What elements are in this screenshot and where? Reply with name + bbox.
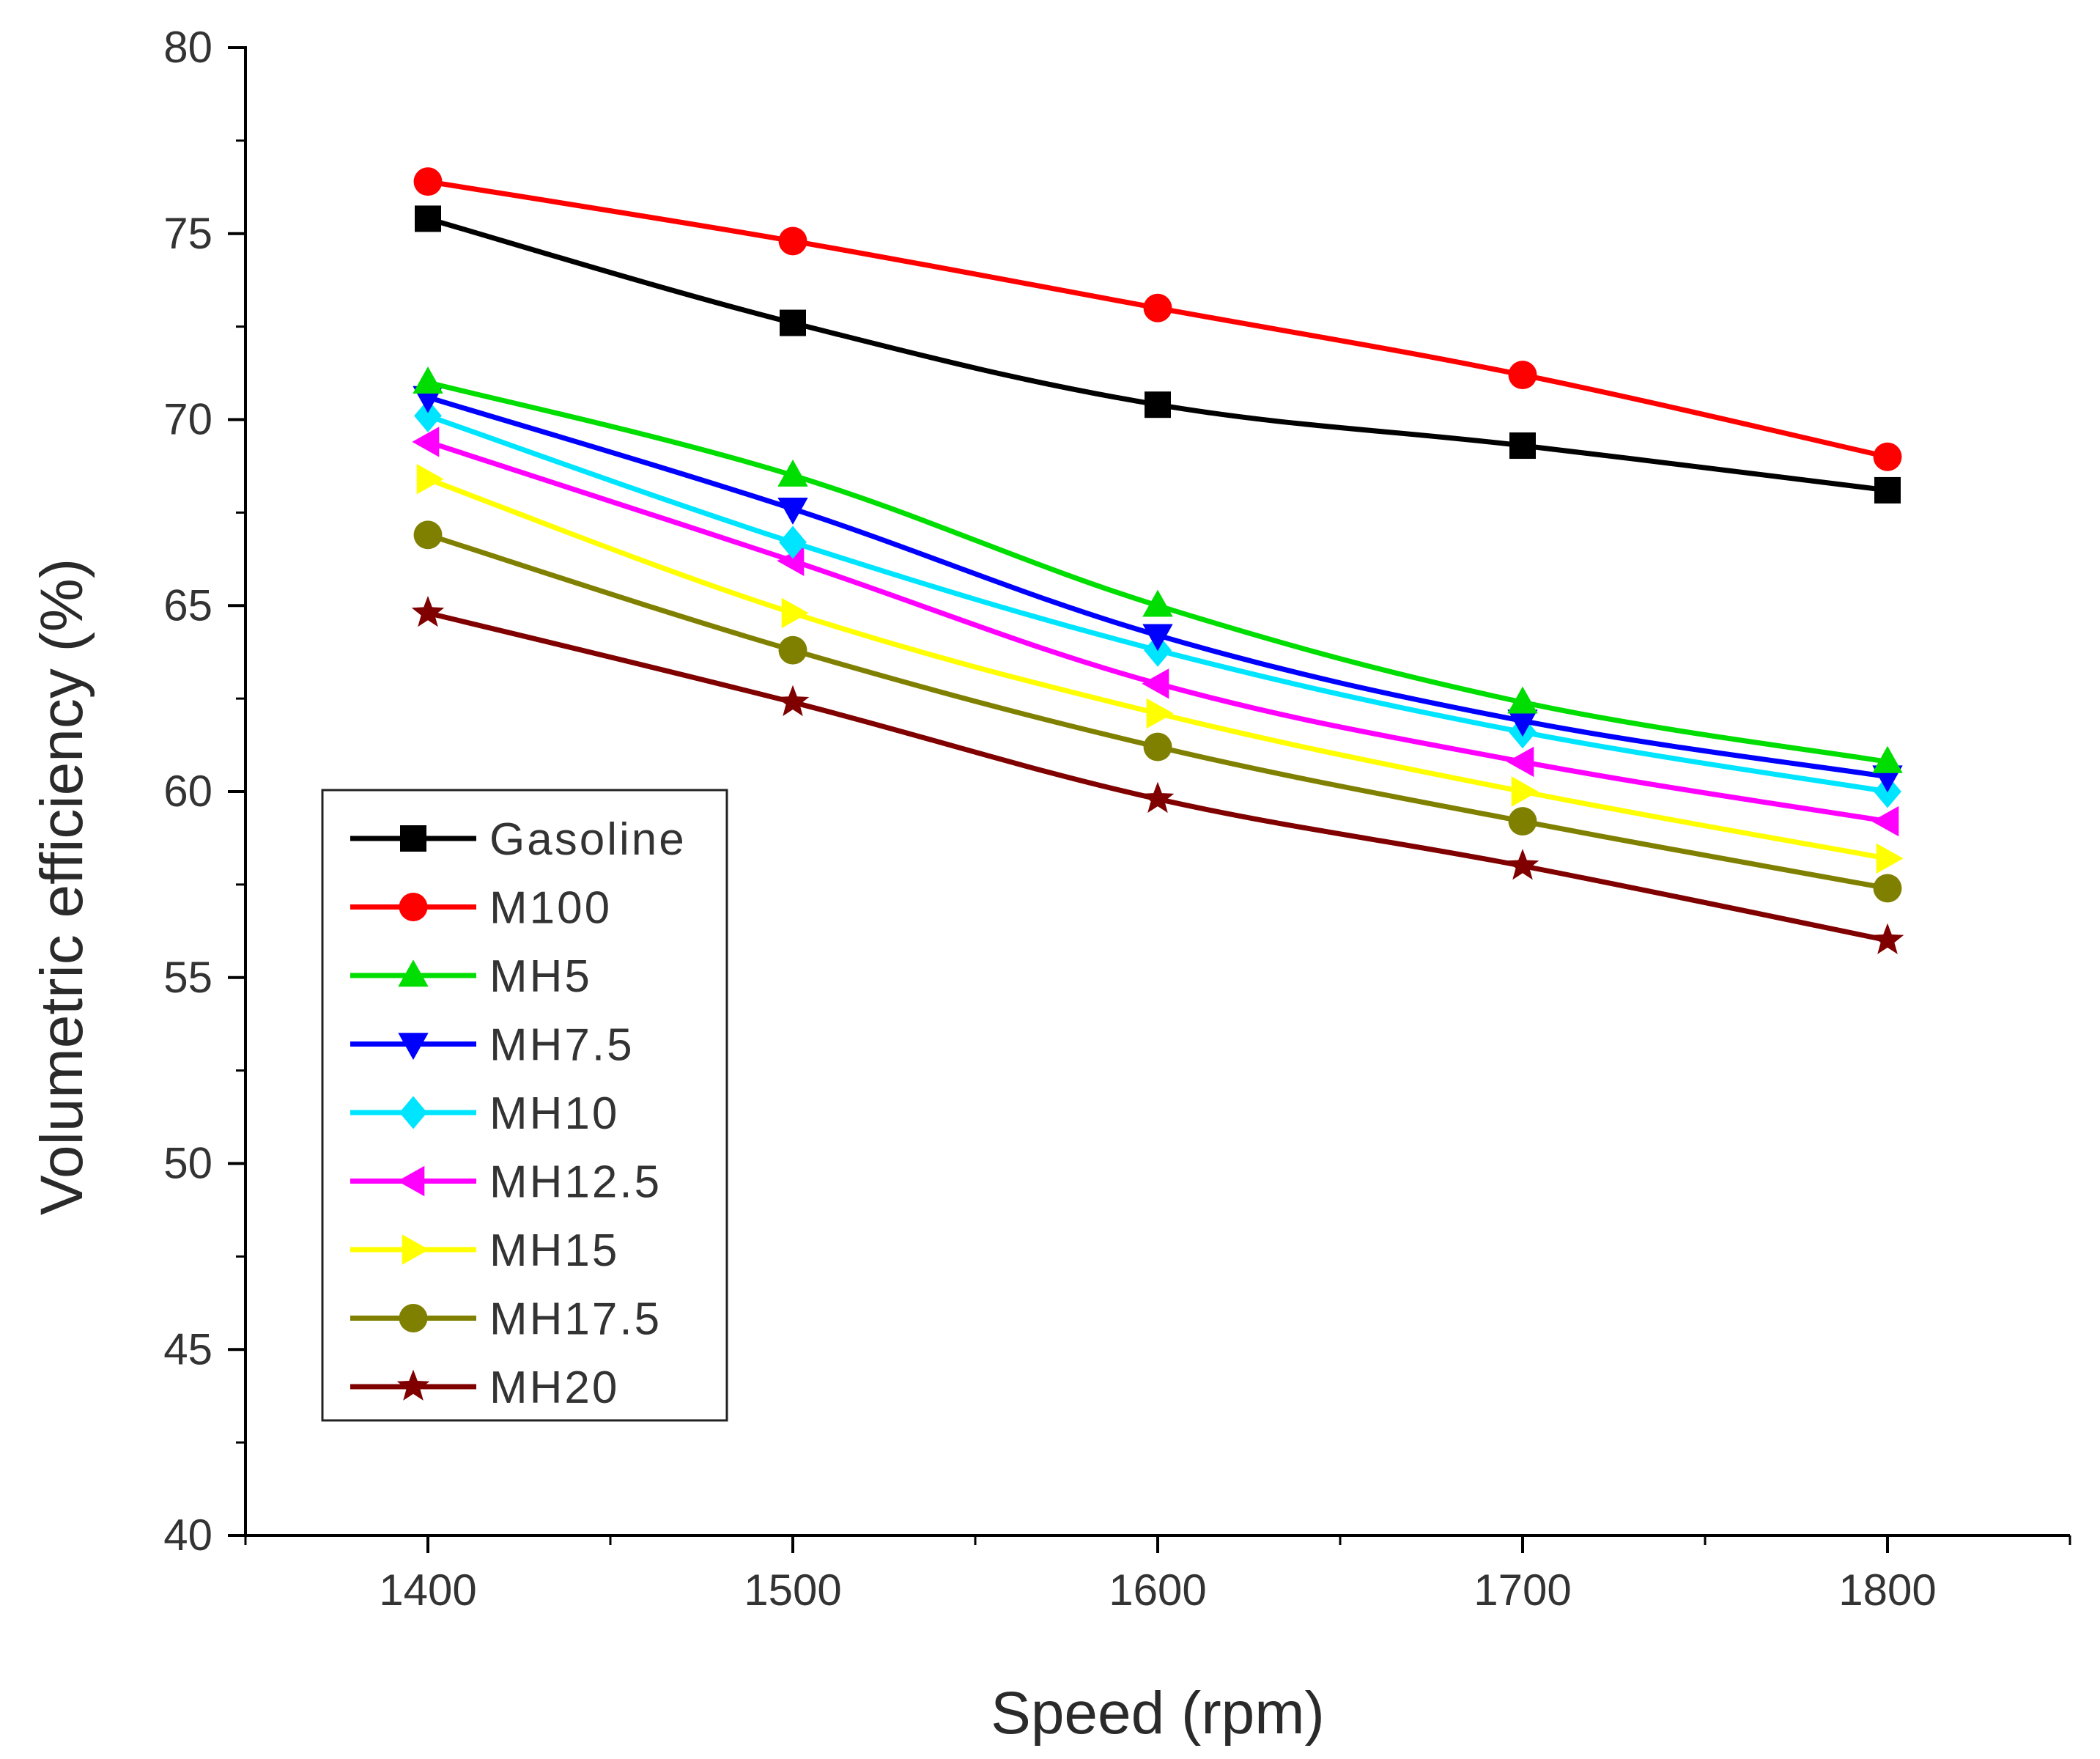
data-point-mh17-5 [1508, 807, 1537, 836]
series-mh15 [416, 464, 1904, 874]
data-point-gasoline [415, 205, 441, 232]
legend-label: MH10 [489, 1088, 619, 1139]
legend-label: MH17.5 [489, 1294, 662, 1345]
data-point-mh5 [413, 366, 443, 394]
data-point-mh5 [777, 460, 808, 487]
data-point-m100 [413, 167, 443, 196]
data-point-mh20 [1871, 923, 1904, 954]
legend-label: MH5 [489, 951, 592, 1002]
data-point-mh7-5 [1142, 624, 1173, 652]
data-point-m100 [1143, 293, 1172, 322]
data-point-mh7-5 [777, 498, 808, 525]
data-point-mh17-5 [413, 520, 443, 550]
data-point-mh17-5 [1143, 732, 1172, 762]
y-tick-label: 75 [163, 209, 212, 258]
legend-item-m100: M100 [350, 883, 612, 934]
legend-marker-mh12-5 [397, 1165, 425, 1197]
x-axis-title: Speed (rpm) [991, 1680, 1325, 1747]
legend-item-mh12-5: MH12.5 [350, 1157, 662, 1208]
data-point-mh17-5 [1873, 874, 1902, 903]
legend-item-mh7-5: MH7.5 [350, 1020, 635, 1071]
y-tick-label: 70 [163, 395, 212, 444]
legend-item-mh17-5: MH17.5 [350, 1294, 662, 1345]
legend-marker-m100 [399, 893, 428, 921]
legend-marker-mh15 [402, 1234, 429, 1265]
legend-label: M100 [489, 883, 612, 934]
data-point-mh12-5 [1142, 668, 1169, 699]
legend-label: MH12.5 [489, 1157, 662, 1208]
data-point-mh17-5 [778, 635, 807, 665]
y-tick-label: 50 [163, 1139, 212, 1188]
legend-item-mh20: MH20 [350, 1362, 619, 1413]
data-point-mh5 [1142, 589, 1173, 617]
series-m100 [413, 167, 1902, 471]
data-point-mh5 [1507, 686, 1538, 714]
data-point-m100 [778, 226, 807, 256]
y-tick-label: 80 [163, 23, 212, 72]
legend-box [321, 789, 728, 1422]
legend-item-mh10: MH10 [350, 1088, 619, 1139]
y-tick-label: 45 [163, 1324, 212, 1373]
data-point-mh15 [416, 464, 444, 495]
data-point-mh10 [779, 526, 807, 559]
data-point-mh20 [1141, 781, 1175, 814]
data-point-mh20 [411, 596, 445, 627]
series-line-gasoline [425, 215, 1890, 493]
data-point-mh15 [1146, 698, 1174, 729]
legend-marker-mh5 [398, 959, 429, 987]
data-point-mh15 [1876, 843, 1904, 874]
data-point-m100 [1873, 442, 1902, 471]
y-tick-label: 60 [163, 767, 212, 816]
data-point-gasoline [1874, 476, 1901, 504]
y-axis-title: Volumetric efficiency (%) [29, 558, 95, 1215]
x-tick-label: 1500 [744, 1566, 841, 1615]
y-tick-label: 55 [163, 953, 212, 1002]
series-mh5 [413, 366, 1903, 773]
legend-marker-mh20 [396, 1369, 430, 1401]
y-tick-label: 65 [163, 580, 212, 630]
legend: Gasoline M100 MH5 MH7.5 MH10 MH12.5 MH15 MH17.5… [321, 789, 728, 1422]
x-tick-label: 1400 [379, 1566, 476, 1615]
x-tick-label: 1800 [1838, 1566, 1936, 1615]
data-point-m100 [1508, 361, 1537, 390]
data-point-gasoline [1145, 391, 1171, 418]
data-point-gasoline [1509, 432, 1536, 460]
x-tick-label: 1700 [1474, 1566, 1571, 1615]
series-mh20 [411, 596, 1904, 954]
data-point-mh12-5 [412, 427, 440, 457]
legend-marker-mh7-5 [398, 1033, 429, 1061]
x-tick-label: 1600 [1109, 1566, 1206, 1615]
data-point-mh15 [1511, 776, 1539, 807]
legend-item-mh5: MH5 [350, 951, 592, 1002]
legend-marker-mh10 [399, 1096, 427, 1129]
legend-item-mh15: MH15 [350, 1225, 619, 1276]
data-point-gasoline [780, 309, 806, 336]
legend-label: MH7.5 [489, 1020, 635, 1071]
axes: 40 45 50 55 60 65 70 75 80 1400 1500 1600 1700 1800 [163, 23, 2071, 1615]
data-point-mh12-5 [1506, 746, 1534, 778]
series-layer [411, 167, 1904, 954]
series-gasoline [415, 205, 1901, 504]
legend-item-gasoline: Gasoline [350, 814, 687, 865]
legend-marker-mh17-5 [399, 1304, 428, 1332]
legend-label: MH20 [489, 1362, 619, 1413]
data-point-mh5 [1872, 745, 1903, 773]
series-mh17-5 [413, 520, 1902, 903]
series-mh12-5 [412, 427, 1899, 837]
data-point-mh15 [781, 597, 809, 629]
legend-label: MH15 [489, 1225, 619, 1276]
data-point-mh10 [414, 399, 442, 432]
data-point-mh7-5 [1507, 709, 1538, 737]
data-point-mh20 [776, 685, 810, 717]
y-tick-label: 40 [163, 1511, 212, 1560]
legend-marker-gasoline [400, 825, 426, 852]
data-point-mh20 [1506, 849, 1539, 880]
legend-label: Gasoline [489, 814, 687, 865]
data-point-mh12-5 [1871, 805, 1899, 837]
